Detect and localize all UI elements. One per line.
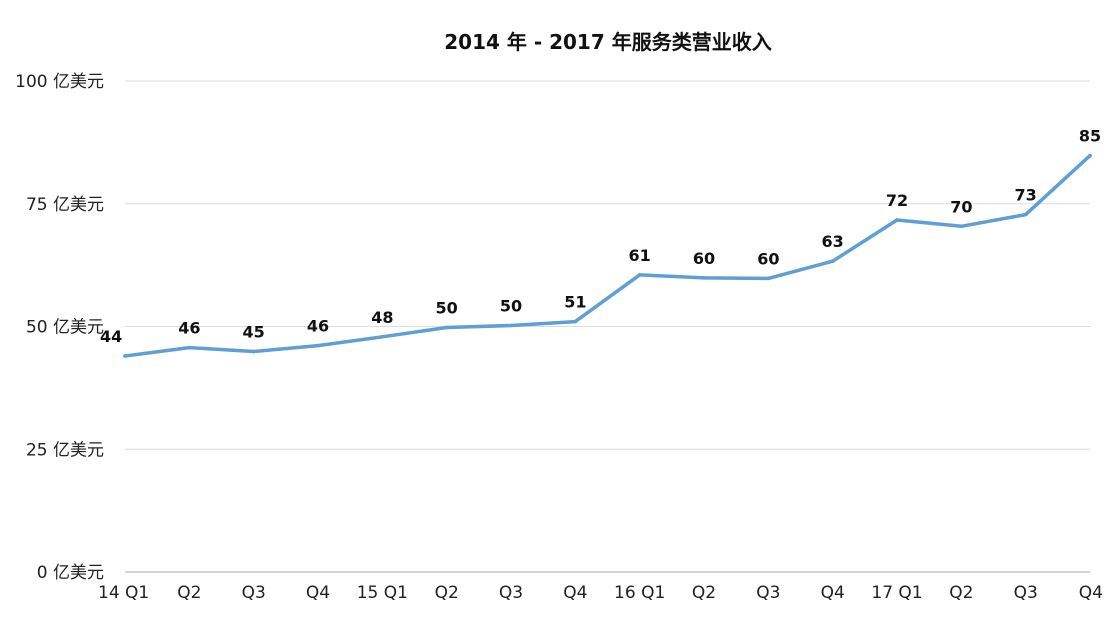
data-point — [123, 354, 127, 358]
x-tick-label: 15 Q1 — [357, 583, 408, 603]
data-label: 60 — [757, 249, 779, 268]
series-line — [123, 153, 1092, 358]
data-point — [187, 345, 192, 350]
data-point — [251, 349, 256, 354]
x-tick-label: Q4 — [563, 583, 587, 603]
grid-layer — [125, 80, 1090, 573]
x-axis: 14 Q1 Q2 Q3 Q4 15 Q1 Q2 Q3 Q4 16 Q1 Q2 Q3 Q4 17 Q1 Q2… — [98, 583, 1103, 603]
x-tick-label: Q2 — [177, 583, 201, 603]
y-tick-label: 75 亿美元 — [26, 195, 104, 215]
data-label: 63 — [822, 232, 844, 251]
data-point — [573, 319, 578, 324]
x-tick-label: 16 Q1 — [614, 583, 665, 603]
data-label: 50 — [500, 297, 522, 316]
x-tick-label: Q4 — [821, 583, 845, 603]
data-point — [895, 218, 899, 222]
y-axis: 0 亿美元 25 亿美元 50 亿美元 75 亿美元 100 亿美元 — [15, 72, 104, 583]
x-tick-label: Q4 — [306, 583, 330, 603]
data-point — [509, 323, 513, 328]
x-tick-label: Q3 — [499, 583, 523, 603]
data-label: 46 — [178, 319, 200, 338]
data-point — [1023, 212, 1028, 217]
data-point — [830, 259, 835, 263]
data-point — [959, 224, 964, 229]
data-point — [766, 276, 771, 281]
data-label: 45 — [243, 323, 265, 342]
x-tick-label: Q3 — [756, 583, 780, 603]
series-layer — [123, 153, 1092, 358]
x-tick-label: Q3 — [242, 583, 266, 603]
data-point — [702, 276, 706, 280]
data-label: 61 — [629, 246, 651, 265]
data-point — [1088, 153, 1092, 158]
data-label: 85 — [1079, 127, 1101, 146]
y-tick-label: 25 亿美元 — [26, 440, 104, 460]
data-label: 51 — [564, 293, 586, 312]
data-labels: 44 46 45 46 48 50 50 51 61 60 60 63 72 70 73 85 — [100, 127, 1101, 346]
data-label: 72 — [886, 191, 908, 210]
y-tick-label: 0 亿美元 — [37, 563, 104, 583]
data-label: 60 — [693, 249, 715, 268]
data-label: 48 — [371, 308, 393, 327]
x-tick-label: Q4 — [1079, 583, 1103, 603]
y-tick-label: 50 亿美元 — [26, 318, 104, 338]
data-point — [380, 335, 385, 339]
data-point — [316, 343, 320, 348]
data-label: 73 — [1015, 186, 1037, 205]
x-tick-label: Q2 — [949, 583, 973, 603]
data-label: 46 — [307, 317, 329, 336]
x-tick-label: Q2 — [692, 583, 716, 603]
y-tick-label: 100 亿美元 — [15, 72, 104, 92]
data-point — [637, 273, 642, 277]
data-label: 50 — [436, 298, 458, 317]
x-tick-label: 14 Q1 — [98, 583, 149, 603]
chart-title: 2014 年 - 2017 年服务类营业收入 — [444, 30, 771, 54]
x-tick-label: 17 Q1 — [871, 583, 922, 603]
x-tick-label: Q2 — [435, 583, 459, 603]
data-label: 44 — [100, 327, 122, 346]
data-label: 70 — [950, 197, 972, 216]
data-point — [444, 325, 449, 330]
x-tick-label: Q3 — [1014, 583, 1038, 603]
